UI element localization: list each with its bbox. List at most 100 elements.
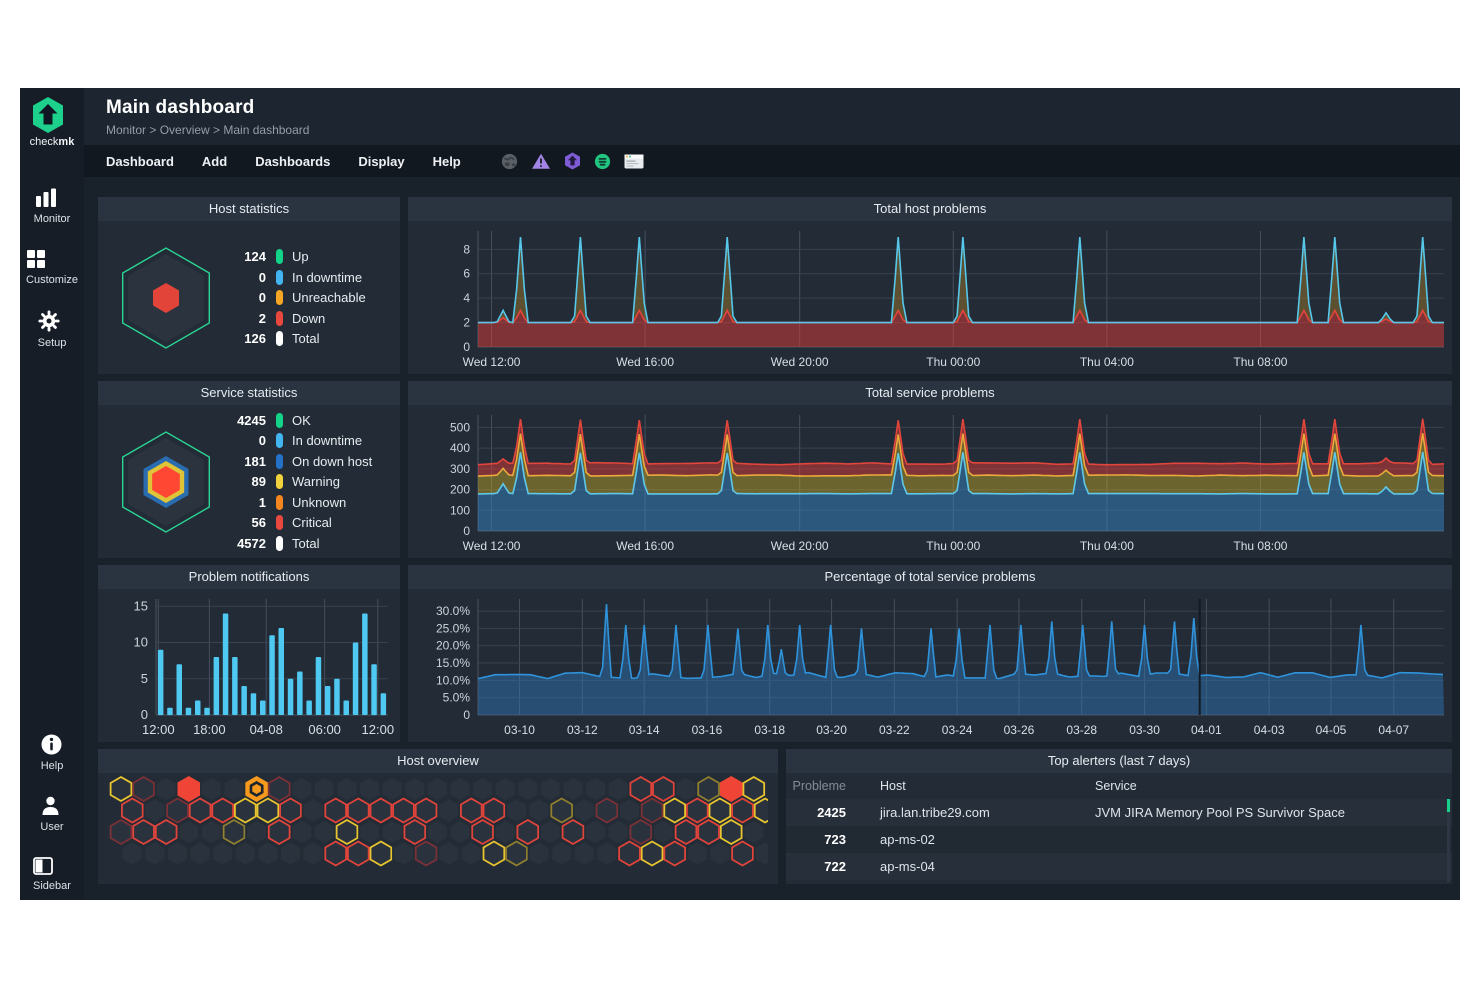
column-header-host[interactable]: Host	[880, 779, 906, 793]
grid-icon	[27, 250, 46, 268]
legend-color-pill	[276, 412, 283, 428]
page-title: Main dashboard	[106, 97, 255, 118]
column-header-service[interactable]: Service	[1095, 779, 1137, 793]
window-icon[interactable]	[624, 154, 644, 169]
globe-icon[interactable]	[501, 153, 518, 170]
panel-total-service-problems: Total service problems 0 100 200 300 400 500 W…	[408, 381, 1452, 558]
legend-label: Total	[292, 331, 320, 346]
scrollbar-thumb[interactable]	[1447, 799, 1450, 812]
scrollbar-track[interactable]	[1447, 799, 1450, 882]
legend-row[interactable]: 0 In downtime	[220, 430, 372, 451]
legend-label: Up	[292, 249, 309, 264]
svg-text:0: 0	[463, 708, 470, 722]
legend-row[interactable]: 124 Up	[220, 246, 366, 267]
legend-label: Down	[292, 310, 326, 326]
legend-row[interactable]: 1 Unknown	[220, 492, 372, 513]
svg-text:Thu 04:00: Thu 04:00	[1080, 355, 1134, 369]
breadcrumb[interactable]: Monitor > Overview > Main dashboard	[106, 123, 310, 137]
svg-text:03-28: 03-28	[1066, 723, 1097, 737]
cell-host[interactable]: ap-ms-04	[880, 859, 935, 874]
host-statistics-hexagon[interactable]	[116, 244, 216, 352]
panel-top-alerters: Top alerters (last 7 days) Probleme Host…	[786, 749, 1452, 884]
panel-title: Host overview	[98, 749, 778, 773]
sidebar-item-customize[interactable]: Customize	[26, 249, 78, 286]
panel-icon	[33, 857, 53, 875]
sidebar-item-monitor[interactable]: Monitor	[33, 188, 71, 225]
svg-text:Wed 20:00: Wed 20:00	[771, 355, 829, 369]
panel-total-host-problems: Total host problems 0 2 4 6 8 Wed 12:00 Wed 16…	[408, 197, 1452, 374]
cell-host[interactable]: jira.lan.tribe29.com	[880, 805, 990, 820]
legend-value: 181	[244, 453, 266, 469]
legend-value: 1	[258, 494, 266, 510]
legend-value: 4572	[237, 535, 266, 551]
service-statistics-hexagon[interactable]	[116, 428, 216, 536]
table-row[interactable]: 722 ap-ms-04	[786, 853, 1452, 880]
menu-dashboards[interactable]: Dashboards	[255, 153, 331, 169]
legend-row[interactable]: 4245 OK	[220, 410, 372, 431]
legend-value: 0	[258, 290, 266, 305]
checkmk-logo-text: checkmk	[29, 136, 75, 148]
main-area: Main dashboard Monitor > Overview > Main…	[84, 88, 1460, 900]
host-overview-hexagon-grid[interactable]	[98, 773, 778, 879]
sidebar-item-label: Setup	[37, 337, 67, 349]
svg-text:15.0%: 15.0%	[436, 656, 470, 670]
legend-row[interactable]: 56 Critical	[220, 512, 372, 533]
svg-text:20.0%: 20.0%	[436, 639, 470, 653]
sidebar-item-label: Monitor	[33, 213, 71, 225]
user-icon	[42, 796, 59, 815]
panel-problem-notifications: Problem notifications 0 5 10 15 12:00 18:00 04…	[98, 565, 400, 742]
cell-problem-count: 722	[824, 859, 846, 874]
table-row[interactable]: 2425 jira.lan.tribe29.com JVM JIRA Memory …	[786, 799, 1452, 826]
sidebar-item-sidebar-toggle[interactable]: Sidebar	[33, 857, 71, 892]
panel-title: Service statistics	[98, 381, 400, 405]
legend-row[interactable]: 89 Warning	[220, 471, 372, 492]
checkmk-logo[interactable]: checkmk	[29, 96, 75, 148]
svg-text:Thu 08:00: Thu 08:00	[1233, 539, 1287, 553]
legend-label: Critical	[292, 515, 332, 530]
legend-row[interactable]: 0 In downtime	[220, 267, 366, 288]
checkmk-hexagon-icon[interactable]	[564, 152, 581, 170]
svg-text:03-22: 03-22	[879, 723, 910, 737]
legend-color-pill	[276, 453, 283, 469]
legend-label: Unreachable	[292, 290, 366, 305]
table-row[interactable]: 723 ap-ms-02	[786, 826, 1452, 853]
warning-triangle-icon[interactable]	[531, 153, 551, 170]
svg-text:03-16: 03-16	[692, 723, 723, 737]
legend-row[interactable]: 0 Unreachable	[220, 287, 366, 308]
svg-text:100: 100	[450, 503, 470, 517]
legend-row[interactable]: 2 Down	[220, 308, 366, 329]
bar-chart-icon	[35, 188, 56, 207]
svg-text:03-14: 03-14	[629, 723, 660, 737]
sidebar-item-label: User	[40, 821, 64, 833]
cell-service[interactable]: JVM JIRA Memory Pool PS Survivor Space	[1095, 805, 1345, 820]
sidebar-item-setup[interactable]: Setup	[37, 310, 67, 349]
legend-color-pill	[276, 310, 283, 326]
svg-text:Wed 12:00: Wed 12:00	[463, 539, 521, 553]
column-header-problems[interactable]: Probleme	[792, 779, 847, 793]
filter-icon[interactable]	[594, 153, 611, 170]
sidebar-item-help[interactable]: Help	[41, 734, 63, 772]
svg-text:03-30: 03-30	[1129, 723, 1160, 737]
checkmk-app-window: checkmk Monitor Customize	[20, 88, 1460, 900]
cell-host[interactable]: ap-ms-02	[880, 832, 935, 847]
legend-row[interactable]: 126 Total	[220, 328, 366, 349]
menu-help[interactable]: Help	[432, 153, 461, 169]
svg-text:0: 0	[463, 340, 470, 354]
legend-row[interactable]: 181 On down host	[220, 451, 372, 472]
svg-text:4: 4	[463, 291, 470, 305]
svg-text:Thu 04:00: Thu 04:00	[1080, 539, 1134, 553]
menu-display[interactable]: Display	[358, 153, 405, 169]
problem-notifications-chart: 0 5 10 15 12:00 18:00 04-08 06:00 12:00	[98, 589, 400, 742]
dashboard-content: Host statistics 124 Up 0 In downtime 0 Unreac…	[84, 177, 1460, 900]
legend-color-pill	[276, 249, 283, 264]
panel-title: Top alerters (last 7 days)	[786, 749, 1452, 773]
sidebar-item-user[interactable]: User	[40, 796, 64, 833]
legend-color-pill	[276, 433, 283, 448]
menu-add[interactable]: Add	[201, 153, 228, 169]
svg-text:Thu 00:00: Thu 00:00	[926, 355, 980, 369]
menu-dashboard[interactable]: Dashboard	[106, 153, 174, 169]
total-service-problems-chart: 0 100 200 300 400 500 Wed 12:00 Wed 16:00 Wed 20…	[408, 405, 1452, 558]
svg-text:06:00: 06:00	[308, 722, 341, 737]
legend-row[interactable]: 4572 Total	[220, 533, 372, 554]
svg-text:Wed 12:00: Wed 12:00	[463, 355, 521, 369]
